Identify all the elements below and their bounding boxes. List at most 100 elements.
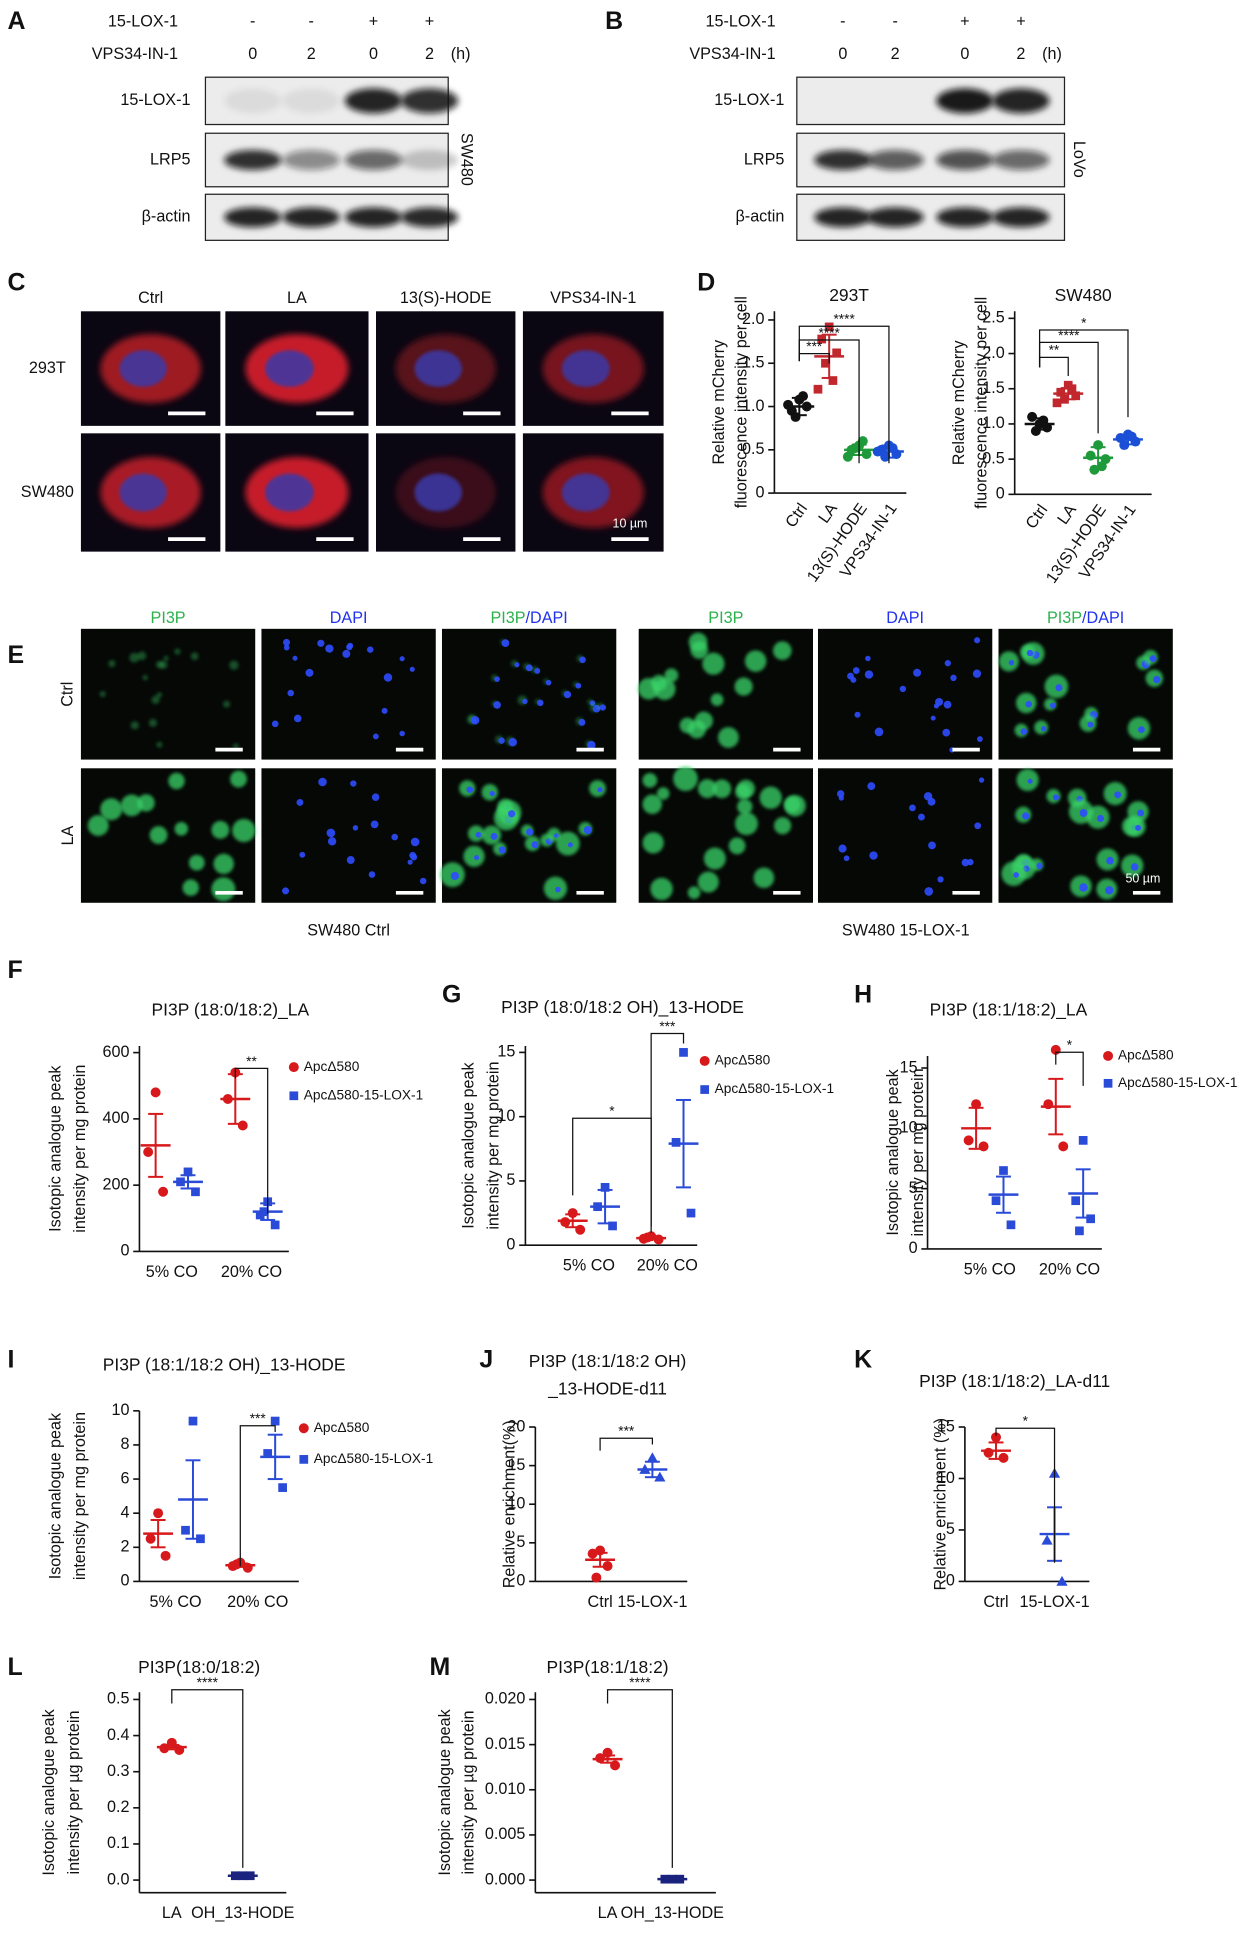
- dapi-signal: [326, 828, 336, 838]
- dapi-signal: [475, 831, 482, 838]
- dapi-signal: [852, 667, 860, 674]
- data-point: [842, 451, 853, 462]
- pi3p-signal: [174, 822, 189, 836]
- data-point: [963, 1135, 974, 1146]
- dapi-signal: [944, 660, 951, 667]
- legend-label: ApcΔ580-15-LOX-1: [314, 1451, 433, 1466]
- pi3p-signal: [998, 651, 1020, 672]
- chart-title: 293T: [829, 285, 869, 305]
- blot-band: [224, 207, 282, 228]
- pi3p-signal: [734, 677, 753, 696]
- pi3p-signal: [159, 660, 168, 669]
- y-axis-label: Isotopic analogue peak: [436, 1708, 454, 1875]
- blot-band: [936, 88, 994, 114]
- data-point: [1041, 1534, 1053, 1545]
- dapi-signal: [974, 637, 981, 644]
- condition-value: +: [960, 13, 969, 31]
- row-label: SW480: [21, 483, 74, 501]
- y-axis-label: Isotopic analogue peak: [40, 1708, 58, 1875]
- dapi-signal: [1013, 872, 1019, 878]
- nucleus-signal: [561, 350, 610, 387]
- pi3p-signal: [87, 815, 109, 836]
- dapi-signal: [1020, 728, 1028, 735]
- significance-label: ***: [659, 1019, 676, 1034]
- data-point: [1075, 1226, 1084, 1236]
- panel-letter: D: [697, 268, 715, 296]
- y-tick-label: 0.5: [742, 440, 764, 458]
- blot-band: [344, 150, 403, 170]
- x-tick-label: Ctrl: [588, 1593, 613, 1611]
- column-label: DAPI: [886, 609, 924, 627]
- dapi-signal: [1135, 824, 1142, 831]
- dapi-signal: [514, 662, 520, 668]
- column-label-part: PI3P: [490, 609, 525, 627]
- pi3p-signal: [656, 787, 670, 800]
- pi3p-signal: [753, 867, 775, 889]
- y-axis-label: Isotopic analogue peak: [884, 1068, 902, 1235]
- dapi-signal: [974, 822, 982, 830]
- significance-label: *: [1023, 1414, 1029, 1429]
- dapi-signal: [368, 871, 376, 878]
- x-tick-label: 20% CO: [1039, 1260, 1100, 1278]
- data-point: [679, 1048, 688, 1057]
- condition-value: 2: [307, 45, 316, 63]
- blot-band: [282, 207, 340, 228]
- x-tick-label: 5% CO: [146, 1263, 198, 1281]
- data-point: [832, 348, 842, 358]
- dapi-signal: [1022, 812, 1030, 820]
- data-point: [646, 1452, 658, 1463]
- x-tick-label: 15-LOX-1: [617, 1593, 687, 1611]
- dapi-signal: [366, 646, 374, 653]
- legend-marker: [298, 1423, 309, 1434]
- blot-row-label: LRP5: [150, 150, 190, 168]
- row-label: LA: [59, 825, 77, 845]
- dapi-signal: [597, 787, 603, 793]
- dapi-signal: [531, 841, 539, 849]
- significance-label: ***: [806, 339, 823, 354]
- panel-letter: M: [430, 1653, 451, 1681]
- dapi-signal: [1087, 721, 1094, 728]
- pi3p-signal: [694, 711, 713, 730]
- legend-label: ApcΔ580: [304, 1059, 360, 1074]
- micrograph: [80, 628, 256, 760]
- chart-title: PI3P (18:1/18:2)_LA-d11: [919, 1371, 1110, 1392]
- blot-band: [400, 88, 459, 114]
- dapi-signal: [283, 644, 290, 651]
- significance-label: ***: [250, 1411, 267, 1426]
- blot-band: [400, 150, 459, 170]
- data-point: [270, 1416, 280, 1426]
- dapi-signal: [553, 833, 559, 839]
- dapi-signal: [1149, 655, 1157, 663]
- pi3p-signal: [784, 795, 806, 817]
- dapi-signal: [282, 887, 290, 895]
- y-tick-label: 15: [507, 1456, 525, 1474]
- data-point: [1056, 387, 1066, 397]
- y-axis-label: Isotopic analogue peak: [46, 1065, 64, 1232]
- dapi-signal: [942, 728, 951, 737]
- condition-value: 0: [960, 45, 969, 63]
- dapi-signal: [494, 676, 500, 682]
- pi3p-signal: [642, 794, 663, 814]
- y-axis-label: Relative mCherry: [950, 339, 968, 465]
- dapi-signal: [407, 859, 413, 865]
- data-point: [1030, 426, 1041, 436]
- panel-letter: B: [605, 7, 623, 35]
- significance-label: *: [1081, 315, 1087, 330]
- dapi-signal: [383, 673, 393, 682]
- pi3p-signal: [156, 692, 162, 698]
- dapi-signal: [943, 700, 952, 709]
- column-label: Ctrl: [138, 289, 163, 307]
- significance-label: ****: [629, 1675, 651, 1690]
- y-axis-label: intensity per mg protein: [909, 1068, 927, 1236]
- significance-bracket: [606, 1689, 673, 1868]
- y-axis-label: Relative enrichment (%): [932, 1418, 950, 1591]
- dapi-signal: [283, 638, 291, 646]
- pi3p-signal: [735, 812, 758, 836]
- row-label: 293T: [29, 359, 66, 377]
- dapi-signal: [899, 685, 907, 693]
- pi3p-signal: [156, 741, 163, 748]
- dapi-signal: [1049, 702, 1056, 709]
- x-tick-label: Ctrl: [983, 1593, 1008, 1611]
- y-axis-label: intensity per µg protein: [65, 1710, 83, 1874]
